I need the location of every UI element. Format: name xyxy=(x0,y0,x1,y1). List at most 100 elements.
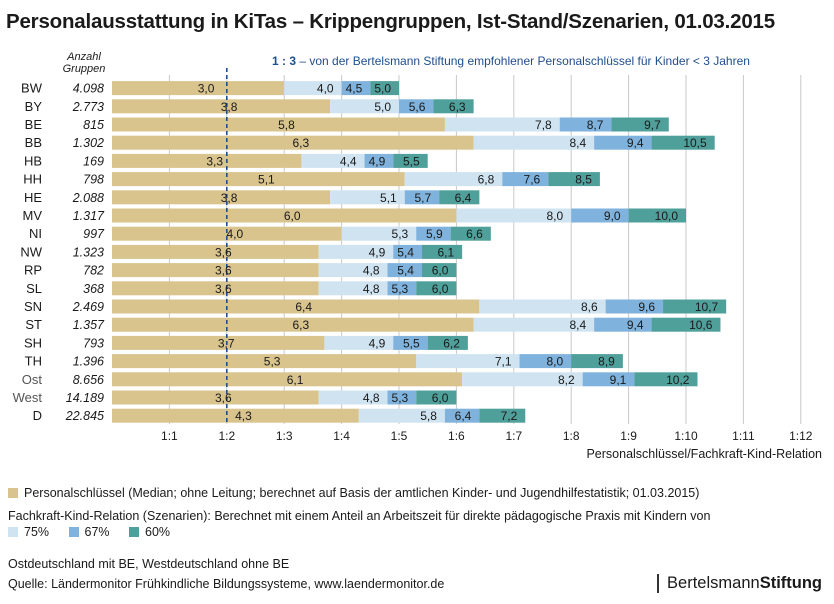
category-label: HB xyxy=(24,153,42,168)
count-header-line1: Anzahl xyxy=(66,51,101,63)
bar-value-label: 5,8 xyxy=(420,409,437,423)
bar-value-label: 4,9 xyxy=(369,154,386,168)
category-labels: BW BY BE BB HB HH HE MV NI NW RP SL SN ST SH TH Ost West D xyxy=(13,81,43,424)
source-note: Quelle: Ländermonitor Frühkindliche Bild… xyxy=(8,577,445,591)
bar-value-label: 5,3 xyxy=(392,282,409,296)
bar-value-label: 3,7 xyxy=(218,336,235,350)
group-count-label: 997 xyxy=(83,227,105,241)
bar-segment xyxy=(444,117,560,132)
bar-segment xyxy=(582,372,635,387)
bar-segment xyxy=(421,244,463,259)
group-count-label: 1.396 xyxy=(73,355,104,369)
reference-annotation: 1 : 3 – von der Bertelsmann Stiftung emp… xyxy=(272,54,750,68)
bar-value-label: 3,6 xyxy=(215,264,232,278)
bar-value-label: 4,8 xyxy=(363,282,380,296)
bar-segment xyxy=(284,81,342,96)
bar-segment xyxy=(479,408,526,423)
bar-segment xyxy=(318,281,388,296)
bar-value-label: 5,1 xyxy=(258,173,275,187)
group-count-label: 368 xyxy=(83,282,104,296)
bar-segment xyxy=(112,372,463,387)
bar-value-label: 7,2 xyxy=(501,409,518,423)
group-count-label: 14.189 xyxy=(66,391,104,405)
bar-segment xyxy=(112,408,359,423)
bar-segment xyxy=(318,263,388,278)
bar-value-label: 6,1 xyxy=(287,373,304,387)
group-count-label: 2.088 xyxy=(72,191,104,205)
bar-segment xyxy=(112,153,302,168)
bar-value-label: 5,3 xyxy=(392,227,409,241)
x-tick-label: 1:7 xyxy=(505,429,522,443)
bar-value-label: 8,4 xyxy=(569,318,586,332)
bar-chart: 3,0 4,0 4,5 5,0 3,8 5,0 5,6 6,3 5,8 7,8 8,7 9,7 6,3 8… xyxy=(13,51,822,461)
median-swatch xyxy=(8,488,18,498)
bar-segment xyxy=(301,153,365,168)
bar-segment xyxy=(112,390,319,405)
bar-segment xyxy=(404,190,440,205)
group-count-label: 169 xyxy=(83,154,104,168)
bar-segment xyxy=(404,172,503,187)
x-tick-label: 1:11 xyxy=(732,429,755,443)
bar-value-label: 10,2 xyxy=(666,373,690,387)
bar-segment xyxy=(416,226,451,241)
x-tick-label: 1:10 xyxy=(674,429,698,443)
category-label: HE xyxy=(24,190,42,205)
legend-median: Personalschlüssel (Median; ohne Leitung;… xyxy=(8,486,699,500)
bar-value-label: 5,6 xyxy=(409,100,426,114)
bar-value-label: 10,5 xyxy=(683,136,707,150)
brand-regular: Bertelsmann xyxy=(667,574,760,592)
x-tick-label: 1:9 xyxy=(620,429,637,443)
reference-ratio: 1 : 3 xyxy=(272,54,296,68)
x-tick-labels: 1:1 1:2 1:3 1:4 1:5 1:6 1:7 1:8 1:9 1:10 1:11 1:12 xyxy=(161,429,813,443)
bar-segment xyxy=(651,317,721,332)
x-tick-label: 1:4 xyxy=(333,429,350,443)
group-count-labels: 4.098 2.773 815 1.302 169 798 2.088 1.317 997 1.3… xyxy=(65,82,105,424)
s60-swatch xyxy=(129,527,140,537)
bar-segment xyxy=(594,317,652,332)
bar-value-label: 5,0 xyxy=(374,100,391,114)
group-count-label: 798 xyxy=(83,173,104,187)
bar-value-label: 9,4 xyxy=(627,136,644,150)
group-count-label: 1.317 xyxy=(73,209,105,223)
bar-segment xyxy=(416,390,457,405)
bar-value-label: 10,0 xyxy=(655,209,679,223)
bar-segment xyxy=(112,81,285,96)
category-label: HH xyxy=(23,172,42,187)
legend-item-75: 75% xyxy=(8,525,49,539)
legend-scenarios: 75% 67% 60% xyxy=(8,525,186,539)
bar-segment xyxy=(628,208,686,223)
footnotes: Ostdeutschland mit BE, Westdeutschland o… xyxy=(8,557,444,597)
bar-value-label: 9,6 xyxy=(638,300,655,314)
bar-value-label: 5,3 xyxy=(264,355,281,369)
bar-segment xyxy=(112,244,319,259)
bar-value-label: 4,0 xyxy=(317,82,334,96)
bar-segment xyxy=(318,244,394,259)
bar-value-label: 6,0 xyxy=(432,264,449,278)
group-count-label: 1.302 xyxy=(73,136,104,150)
bar-segment xyxy=(427,335,468,350)
bar-segment xyxy=(479,299,606,314)
x-tick-label: 1:12 xyxy=(789,429,813,443)
x-tick-label: 1:3 xyxy=(276,429,293,443)
x-tick-label: 1:1 xyxy=(161,429,178,443)
bar-segment xyxy=(473,317,595,332)
bar-segment xyxy=(634,372,698,387)
bar-value-label: 6,8 xyxy=(478,173,495,187)
bar-segment xyxy=(358,408,445,423)
bar-value-label: 9,4 xyxy=(627,318,644,332)
group-count-label: 1.323 xyxy=(73,245,104,259)
bar-segment xyxy=(112,208,457,223)
bar-segment xyxy=(444,408,480,423)
category-label: NI xyxy=(29,226,42,241)
bar-value-label: 8,4 xyxy=(569,136,586,150)
group-count-label: 1.357 xyxy=(73,318,105,332)
bar-value-label: 9,1 xyxy=(610,373,627,387)
bar-segment xyxy=(473,135,595,150)
bar-value-label: 6,0 xyxy=(432,282,449,296)
category-label: SN xyxy=(24,299,42,314)
bar-value-label: 3,8 xyxy=(221,191,238,205)
category-label: BY xyxy=(25,99,43,114)
s67-swatch xyxy=(68,527,79,537)
bar-segment xyxy=(559,117,612,132)
bar-value-label: 4,8 xyxy=(363,391,380,405)
